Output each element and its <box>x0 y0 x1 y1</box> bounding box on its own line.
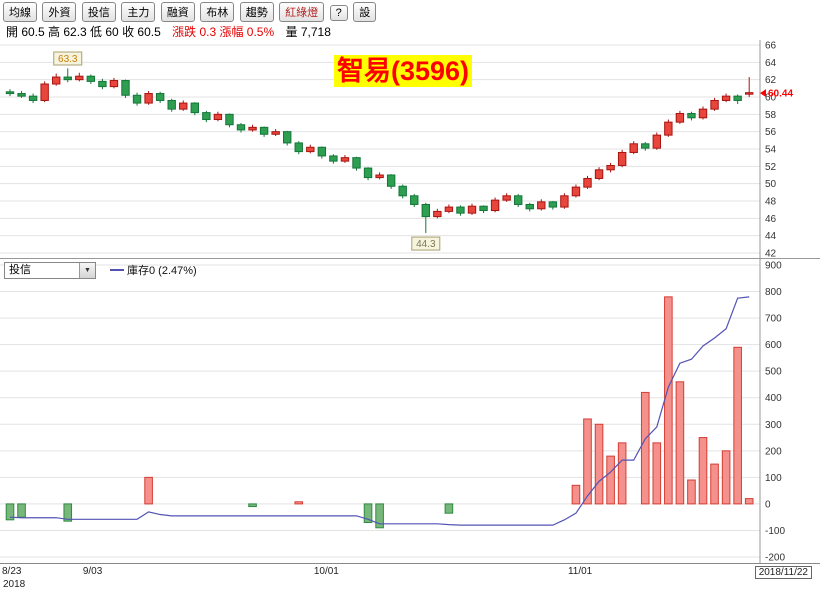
svg-text:400: 400 <box>765 393 782 404</box>
svg-text:48: 48 <box>765 197 777 208</box>
svg-text:60: 60 <box>765 93 777 104</box>
toolbar-button-help[interactable]: ? <box>329 5 348 21</box>
svg-text:300: 300 <box>765 420 782 431</box>
toolbar-button-foreign[interactable]: 外資 <box>42 2 77 22</box>
svg-text:500: 500 <box>765 367 782 378</box>
svg-text:200: 200 <box>765 446 782 457</box>
main-candlestick-chart[interactable]: 42 44 46 48 50 52 54 56 58 60 62 64 66 63.3 44.3 60.44 … <box>0 40 820 260</box>
x-axis: 2018 2018/11/22 8/23 9/03 10/01 11/01 <box>0 563 820 593</box>
toolbar-button-main-force[interactable]: 主力 <box>121 2 156 22</box>
svg-text:62: 62 <box>765 75 777 86</box>
stock-title: 智易(3596) <box>334 55 473 88</box>
dropdown-value: 投信 <box>9 263 31 276</box>
svg-text:-100: -100 <box>765 526 785 537</box>
svg-text:56: 56 <box>765 127 777 138</box>
svg-text:52: 52 <box>765 162 777 173</box>
svg-text:58: 58 <box>765 110 777 121</box>
x-tick-label: 8/23 <box>2 566 22 577</box>
end-date-label: 2018/11/22 <box>754 566 812 579</box>
svg-text:42: 42 <box>765 249 777 259</box>
x-tick-label: 10/01 <box>313 566 339 577</box>
svg-text:0: 0 <box>765 499 771 510</box>
panel-divider <box>0 258 820 259</box>
svg-text:50: 50 <box>765 179 777 190</box>
ohlc-values: 開 60.5 高 62.3 低 60 收 60.5 <box>6 25 161 39</box>
lower-panel-header: 投信 ▼ 庫存0 (2.47%) <box>4 261 197 279</box>
bar-line-svg: 900 800 700 600 500 400 300 200 100 0 -100 -200 <box>0 259 785 564</box>
svg-text:700: 700 <box>765 314 782 325</box>
legend: 庫存0 (2.47%) <box>110 262 197 278</box>
change-values: 漲跌 0.3 漲幅 0.5% <box>172 25 275 39</box>
svg-text:46: 46 <box>765 214 777 225</box>
toolbar-button-trust[interactable]: 投信 <box>81 2 116 22</box>
legend-label: 庫存0 (2.47%) <box>127 265 197 277</box>
x-tick-label: 9/03 <box>82 566 103 577</box>
toolbar-button-traffic-light[interactable]: 紅綠燈 <box>279 2 325 22</box>
svg-text:900: 900 <box>765 261 782 272</box>
series-dropdown[interactable]: 投信 ▼ <box>4 261 96 279</box>
chevron-down-icon: ▼ <box>79 262 95 278</box>
toolbar-button-margin[interactable]: 融資 <box>160 2 195 22</box>
year-label: 2018 <box>3 579 26 590</box>
svg-text:44: 44 <box>765 231 777 242</box>
svg-text:100: 100 <box>765 473 782 484</box>
volume-value: 量 7,718 <box>285 25 331 39</box>
svg-text:600: 600 <box>765 340 782 351</box>
svg-text:54: 54 <box>765 145 777 156</box>
svg-text:800: 800 <box>765 287 782 298</box>
toolbar-button-moving-average[interactable]: 均線 <box>3 2 37 22</box>
svg-text:-200: -200 <box>765 553 785 564</box>
toolbar: 均線 外資 投信 主力 融資 布林 趨勢 紅綠燈 ? 設 <box>3 2 377 22</box>
svg-text:66: 66 <box>765 41 777 52</box>
quote-bar: 開 60.5 高 62.3 低 60 收 60.5 漲跌 0.3 漲幅 0.5%… <box>6 23 339 40</box>
svg-text:63.3: 63.3 <box>58 54 78 65</box>
institutional-bar-chart[interactable]: 900 800 700 600 500 400 300 200 100 0 -100 -200 <box>0 259 820 564</box>
toolbar-button-bollinger[interactable]: 布林 <box>200 2 235 22</box>
x-tick-label: 11/01 <box>567 566 593 577</box>
svg-text:44.3: 44.3 <box>416 239 436 250</box>
toolbar-button-settings[interactable]: 設 <box>353 2 377 22</box>
line-swatch-icon <box>110 269 124 271</box>
svg-text:60.44: 60.44 <box>768 89 793 100</box>
toolbar-button-trend[interactable]: 趨勢 <box>239 2 274 22</box>
svg-text:64: 64 <box>765 58 777 69</box>
